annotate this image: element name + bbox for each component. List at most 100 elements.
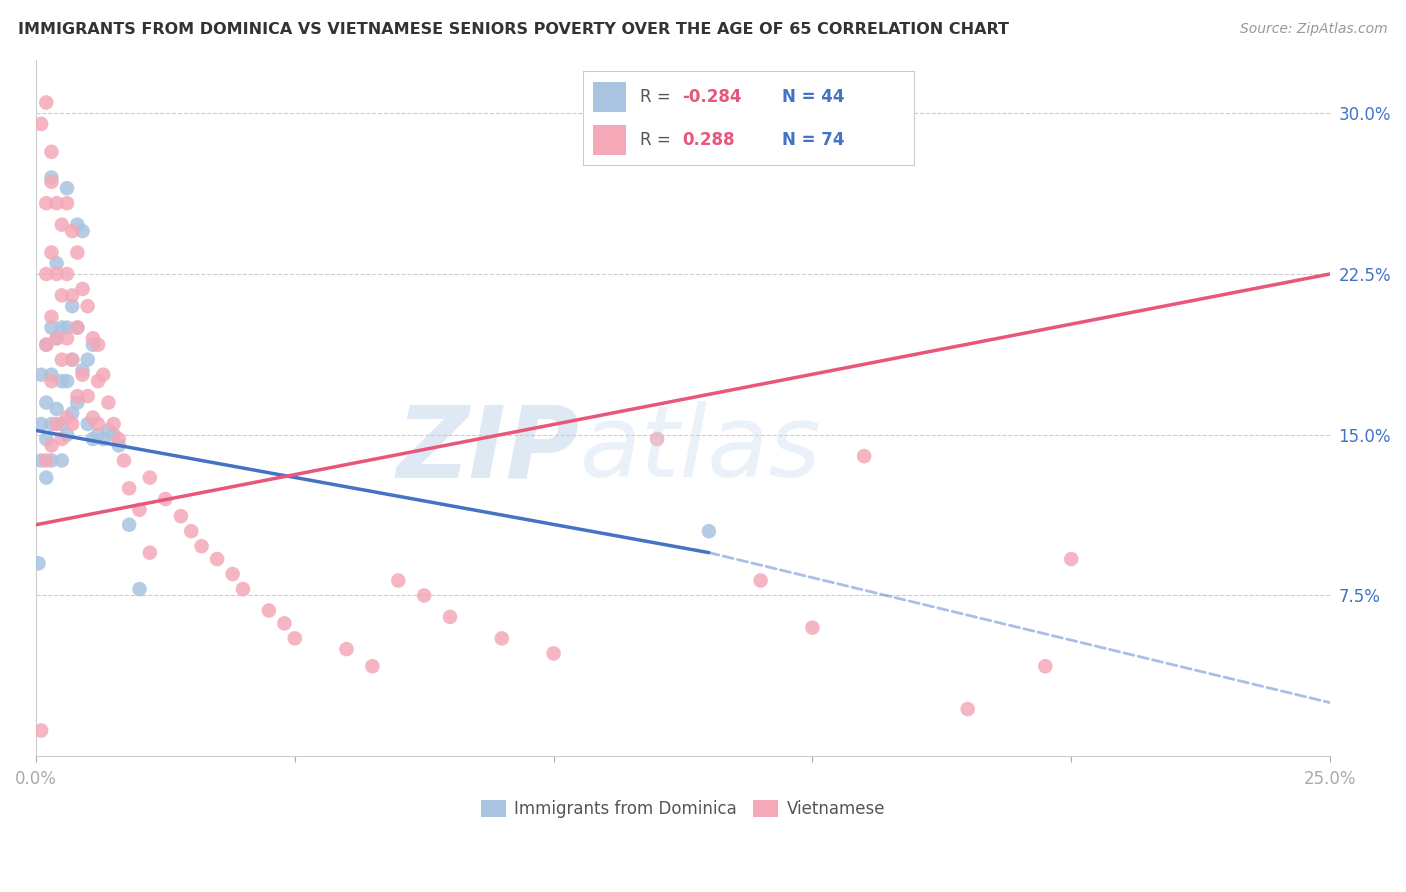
Point (91, 368, 114, 382)
Point (60, 406, 83, 420)
Point (82, 410, 104, 425)
Point (41, 245, 63, 260)
Point (45, 256, 67, 270)
Point (72, 368, 94, 382)
Point (51, 417, 73, 431)
Text: Source: ZipAtlas.com: Source: ZipAtlas.com (1240, 22, 1388, 37)
Point (66, 320, 89, 334)
Point (45, 331, 67, 345)
Point (66, 218, 89, 232)
Point (56, 331, 79, 345)
Point (60, 352, 83, 367)
Point (30, 368, 52, 382)
Point (697, 524, 720, 538)
Point (76, 389, 98, 403)
Text: N = 44: N = 44 (782, 87, 844, 105)
Point (41, 374, 63, 388)
Point (56, 374, 79, 388)
Point (103, 427, 125, 442)
Point (190, 539, 212, 553)
Text: ZIP: ZIP (396, 401, 579, 499)
Point (51, 432, 73, 446)
Point (30, 453, 52, 467)
Point (56, 320, 79, 334)
Point (30, 723, 52, 738)
Text: N = 74: N = 74 (782, 131, 844, 149)
Point (45, 417, 67, 431)
Point (56, 427, 79, 442)
Text: -0.284: -0.284 (683, 87, 742, 105)
Point (205, 552, 228, 566)
Point (30, 417, 52, 431)
Point (112, 453, 135, 467)
Point (51, 374, 73, 388)
Point (107, 438, 129, 452)
Point (60, 224, 83, 238)
Point (30, 117, 52, 131)
Point (91, 432, 114, 446)
Point (128, 502, 150, 516)
Point (180, 524, 202, 538)
Point (257, 603, 280, 617)
Point (543, 646, 565, 660)
Point (232, 582, 254, 596)
Point (361, 659, 384, 673)
Point (491, 632, 513, 646)
Point (82, 337, 104, 351)
Point (35, 337, 58, 351)
Point (66, 395, 89, 409)
Point (51, 320, 73, 334)
Point (35, 395, 58, 409)
Point (45, 402, 67, 417)
Point (56, 410, 79, 425)
Text: 0.288: 0.288 (683, 131, 735, 149)
Point (41, 175, 63, 189)
Point (35, 337, 58, 351)
FancyBboxPatch shape (593, 125, 627, 154)
Point (387, 574, 409, 588)
Point (35, 196, 58, 211)
Point (413, 589, 436, 603)
Point (1060, 552, 1083, 566)
Text: atlas: atlas (579, 401, 821, 499)
Point (41, 368, 63, 382)
Point (60, 299, 83, 313)
Point (41, 170, 63, 185)
Point (41, 310, 63, 324)
Point (82, 331, 104, 345)
Point (56, 267, 79, 281)
Point (76, 352, 98, 367)
Point (155, 491, 177, 506)
Point (87, 337, 110, 351)
Point (60, 288, 83, 302)
Point (45, 331, 67, 345)
Point (87, 374, 110, 388)
Point (956, 702, 979, 716)
Point (118, 517, 141, 532)
Point (645, 432, 668, 446)
Point (97, 395, 120, 409)
Point (66, 320, 89, 334)
Point (45, 267, 67, 281)
Point (87, 427, 110, 442)
Point (170, 509, 193, 524)
Point (41, 453, 63, 467)
FancyBboxPatch shape (593, 82, 627, 112)
Point (801, 621, 824, 635)
Point (853, 449, 876, 463)
Point (97, 424, 120, 438)
Point (221, 567, 243, 582)
Point (72, 224, 94, 238)
Point (45, 196, 67, 211)
Point (72, 363, 94, 377)
Point (35, 470, 58, 484)
Point (76, 299, 98, 313)
Point (56, 196, 79, 211)
Point (128, 582, 150, 596)
Point (139, 546, 162, 560)
Point (66, 245, 89, 260)
Point (439, 610, 461, 624)
Point (35, 453, 58, 467)
Point (27, 557, 49, 571)
Text: R =: R = (640, 131, 681, 149)
